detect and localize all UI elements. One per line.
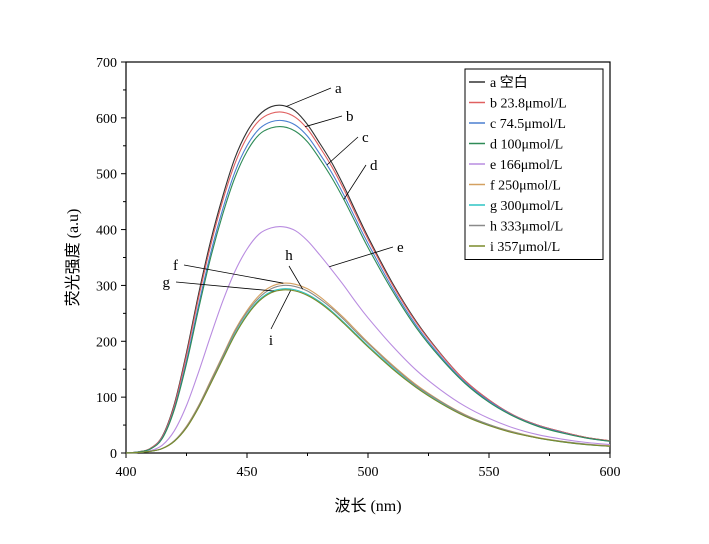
y-tick-label: 400 bbox=[96, 224, 117, 239]
legend: a 空白 b 23.8μmol/L c 74.5μmol/L d 100μmol/L e… bbox=[464, 68, 604, 260]
x-axis-title: 波长 (nm) bbox=[334, 497, 401, 515]
x-tick-label: 500 bbox=[358, 465, 379, 480]
series-lines bbox=[125, 104, 611, 454]
legend-label-b: b 23.8μmol/L bbox=[490, 97, 567, 112]
legend-label-g: g 300μmol/L bbox=[490, 199, 563, 214]
y-axis-title: 荧光强度 (a.u) bbox=[64, 209, 82, 307]
annotation-label-h: h bbox=[285, 248, 293, 264]
legend-label-f: f 250μmol/L bbox=[490, 179, 561, 194]
legend-label-c: c 74.5μmol/L bbox=[490, 117, 566, 132]
annotation-leader-a bbox=[285, 87, 332, 108]
y-tick-label: 100 bbox=[96, 391, 117, 406]
x-tick-label: 550 bbox=[479, 465, 500, 480]
annotation-leader-e bbox=[329, 246, 394, 268]
y-tick-label: 500 bbox=[96, 168, 117, 183]
series-line-c bbox=[125, 119, 611, 454]
annotation-label-d: d bbox=[370, 158, 378, 174]
legend-label-a: a 空白 bbox=[490, 75, 528, 91]
series-line-h bbox=[125, 284, 611, 454]
series-line-b bbox=[125, 111, 611, 454]
x-tick-label: 400 bbox=[116, 465, 137, 480]
annotation-label-i: i bbox=[269, 333, 273, 349]
y-tick-label: 700 bbox=[96, 56, 117, 71]
x-axis: 400 450 500 550 600 bbox=[116, 453, 621, 480]
annotation-leader-d bbox=[343, 164, 367, 200]
x-tick-label: 450 bbox=[237, 465, 258, 480]
legend-label-h: h 333μmol/L bbox=[490, 220, 563, 235]
x-tick-label: 600 bbox=[600, 465, 621, 480]
y-tick-label: 0 bbox=[110, 447, 117, 462]
legend-label-e: e 166μmol/L bbox=[490, 158, 562, 173]
annotation-label-g: g bbox=[163, 275, 171, 291]
annotation-leader-f bbox=[183, 264, 284, 284]
annotation-label-f: f bbox=[173, 258, 178, 274]
series-line-d bbox=[125, 126, 611, 454]
annotation-leader-i bbox=[270, 290, 291, 330]
annotation-leader-c bbox=[326, 136, 359, 166]
y-axis: 0 100 200 300 400 500 600 700 bbox=[96, 56, 126, 462]
annotation-leader-g bbox=[175, 281, 274, 292]
annotation-label-b: b bbox=[346, 109, 354, 125]
legend-label-i: i 357μmol/L bbox=[490, 240, 560, 255]
y-tick-label: 300 bbox=[96, 279, 117, 294]
annotation-label-a: a bbox=[335, 81, 342, 97]
y-tick-label: 200 bbox=[96, 335, 117, 350]
annotation-label-c: c bbox=[362, 130, 369, 146]
series-line-e bbox=[125, 226, 611, 454]
annotation-label-e: e bbox=[397, 240, 404, 256]
series-line-i bbox=[125, 289, 611, 454]
y-tick-label: 600 bbox=[96, 112, 117, 127]
legend-label-d: d 100μmol/L bbox=[490, 138, 563, 153]
annotation-leader-h bbox=[288, 265, 304, 290]
annotation-leader-b bbox=[304, 115, 343, 128]
legend-box bbox=[464, 68, 604, 260]
